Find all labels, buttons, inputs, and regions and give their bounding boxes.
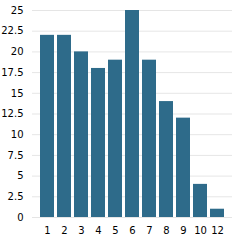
svg-text:10: 10 [11, 129, 24, 140]
svg-text:5: 5 [112, 225, 118, 236]
svg-text:12.5: 12.5 [1, 108, 23, 119]
svg-text:4: 4 [95, 225, 101, 236]
svg-text:8: 8 [163, 225, 169, 236]
svg-text:10: 10 [194, 225, 207, 236]
svg-text:3: 3 [78, 225, 84, 236]
svg-text:12: 12 [211, 225, 224, 236]
svg-text:7: 7 [146, 225, 152, 236]
svg-text:15: 15 [11, 88, 24, 99]
svg-text:2: 2 [61, 225, 67, 236]
svg-text:20: 20 [11, 46, 24, 57]
svg-text:0: 0 [17, 212, 23, 223]
svg-text:25: 25 [11, 5, 24, 16]
svg-text:2.5: 2.5 [8, 191, 24, 202]
svg-text:1: 1 [44, 225, 50, 236]
svg-text:5: 5 [17, 170, 23, 181]
svg-text:6: 6 [129, 225, 135, 236]
svg-text:17.5: 17.5 [1, 67, 23, 78]
svg-text:9: 9 [180, 225, 186, 236]
svg-text:22.5: 22.5 [1, 25, 23, 36]
svg-text:7.5: 7.5 [8, 150, 24, 161]
